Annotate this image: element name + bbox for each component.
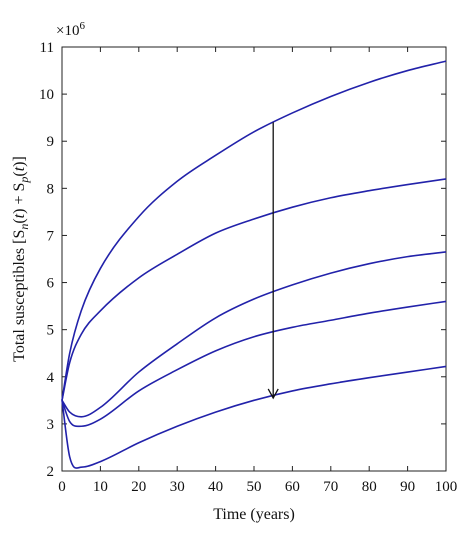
x-tick-label: 20 (131, 479, 146, 495)
series-line-4 (61, 300, 447, 428)
annotation-arrowhead (267, 388, 279, 400)
y-axis-multiplier: ×106 (56, 20, 85, 39)
y-tick-label: 8 (47, 181, 55, 197)
y-axis-label: Total susceptibles [Sn(t) + Sp(t)] (11, 156, 31, 362)
y-tick-label: 7 (47, 228, 55, 244)
series-line-1 (61, 60, 447, 401)
x-tick-label: 80 (362, 479, 377, 495)
x-tick-label: 50 (247, 479, 262, 495)
x-tick-label: 10 (93, 479, 108, 495)
series-line-2 (61, 178, 447, 401)
y-tick-label: 3 (47, 417, 55, 433)
series-line-5 (61, 365, 447, 469)
plot-area: 0 10 20 30 40 50 60 70 80 90 100 2 3 4 5 6 7 8 9 10 11 (39, 40, 457, 495)
x-tick-label: 0 (58, 479, 66, 495)
y-tick-label: 5 (47, 323, 55, 339)
y-tick-label: 4 (47, 370, 55, 386)
plot-frame (61, 46, 447, 472)
x-tick-label: 70 (323, 479, 338, 495)
series-line-3 (61, 251, 447, 418)
x-tick-label: 60 (285, 479, 300, 495)
y-tick-label: 2 (47, 464, 55, 480)
x-tick-label: 90 (400, 479, 415, 495)
y-tick-label: 9 (47, 134, 55, 150)
y-tick-label: 10 (39, 87, 54, 103)
y-tick-label: 6 (47, 276, 55, 292)
y-tick-label: 11 (40, 40, 54, 56)
x-axis-label: Time (years) (213, 506, 295, 523)
x-tick-label: 30 (170, 479, 185, 495)
x-tick-label: 100 (435, 479, 458, 495)
x-tick-label: 40 (208, 479, 223, 495)
